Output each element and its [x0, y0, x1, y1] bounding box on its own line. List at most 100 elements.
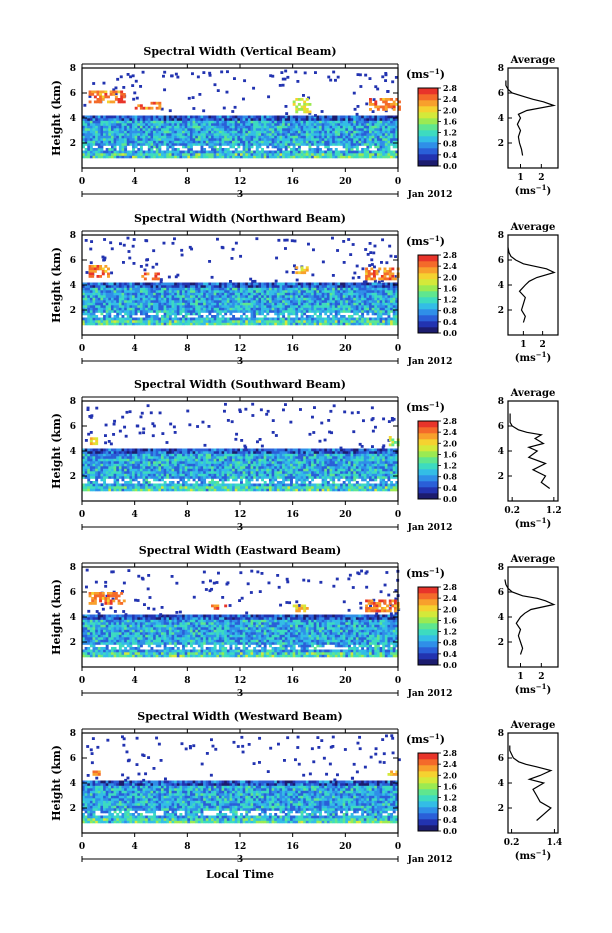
heatmap-cell [240, 141, 243, 144]
x-tick-label: 12 [234, 344, 247, 354]
heatmap-cell [353, 323, 356, 326]
heatmap-cell [337, 141, 340, 144]
heatmap-cell [269, 293, 272, 296]
heatmap-cell [195, 313, 198, 316]
heatmap-cell [235, 118, 238, 121]
heatmap-cell [308, 285, 311, 288]
heatmap-cell [222, 116, 225, 119]
heatmap-cell [224, 138, 227, 141]
heatmap-cell [298, 151, 301, 154]
avg-y-tick-label: 4 [498, 114, 504, 124]
heatmap-cell [261, 295, 264, 298]
heatmap-cell [227, 143, 230, 146]
heatmap-cell [245, 290, 248, 293]
heatmap-cell [203, 126, 206, 129]
heatmap-cell [366, 313, 369, 316]
heatmap-cell [127, 133, 130, 136]
heatmap-cell [153, 121, 156, 124]
heatmap-cell [377, 308, 380, 311]
heatmap-cell [114, 481, 117, 484]
heatmap-cell [161, 151, 164, 154]
heatmap-cell [179, 303, 182, 306]
heatmap-cell [237, 290, 240, 293]
heatmap-cell [293, 153, 296, 156]
heatmap-cell [201, 141, 204, 144]
heatmap-cell [272, 143, 275, 146]
heatmap-cell [137, 456, 140, 459]
heatmap-cell [193, 300, 196, 303]
heatmap-cell [85, 489, 88, 492]
patch-cell [385, 108, 388, 111]
heatmap-cell [222, 148, 225, 151]
heatmap-cell [372, 131, 375, 134]
heatmap-cell [198, 295, 201, 298]
heatmap-cell [237, 300, 240, 303]
heatmap-cell [240, 295, 243, 298]
heatmap-cell [90, 466, 93, 469]
heatmap-cell [129, 121, 132, 124]
heatmap-cell [224, 318, 227, 321]
heatmap-cell [132, 451, 135, 454]
heatmap-cell [356, 128, 359, 131]
heatmap-cell [224, 136, 227, 139]
heatmap-cell [272, 156, 275, 159]
heatmap-cell [95, 481, 98, 484]
heatmap-cell [187, 136, 190, 139]
heatmap-cell [361, 148, 364, 151]
heatmap-cell [111, 320, 114, 323]
heatmap-cell [277, 138, 280, 141]
heatmap-cell [87, 456, 90, 459]
heatmap-cell [216, 303, 219, 306]
heatmap-cell [156, 146, 159, 149]
heatmap-cell [111, 133, 114, 136]
heatmap-cell [298, 133, 301, 136]
heatmap-cell [237, 141, 240, 144]
heatmap-cell [103, 466, 106, 469]
heatmap-cell [382, 118, 385, 121]
heatmap-cell [348, 283, 351, 286]
heatmap-cell [266, 308, 269, 311]
heatmap-cell [393, 290, 396, 293]
heatmap-cell [282, 151, 285, 154]
patch-cell [99, 275, 102, 278]
heatmap-cell [106, 461, 109, 464]
sparse-echo [234, 106, 237, 109]
heatmap-cell [148, 303, 151, 306]
heatmap-cell [127, 481, 130, 484]
heatmap-cell [198, 136, 201, 139]
heatmap-cell [140, 484, 143, 487]
heatmap-cell [301, 305, 304, 308]
heatmap-cell [258, 128, 261, 131]
heatmap-cell [348, 305, 351, 308]
heatmap-cell [203, 141, 206, 144]
heatmap-cell [337, 116, 340, 119]
heatmap-cell [364, 148, 367, 151]
heatmap-cell [235, 141, 238, 144]
heatmap-cell [201, 151, 204, 154]
heatmap-cell [290, 148, 293, 151]
heatmap-cell [298, 141, 301, 144]
heatmap-cell [140, 469, 143, 472]
sparse-echo [111, 247, 114, 250]
heatmap-cell [93, 290, 96, 293]
heatmap-cell [85, 128, 88, 131]
heatmap-cell [377, 118, 380, 121]
heatmap-cell [87, 123, 90, 126]
heatmap-cell [211, 116, 214, 119]
heatmap-cell [380, 300, 383, 303]
heatmap-cell [206, 320, 209, 323]
heatmap-cell [232, 126, 235, 129]
heatmap-cell [106, 486, 109, 489]
heatmap-cell [124, 476, 127, 479]
heatmap-cell [245, 153, 248, 156]
heatmap-cell [150, 449, 153, 452]
heatmap-cell [208, 121, 211, 124]
heatmap-cell [156, 461, 159, 464]
heatmap-cell [243, 121, 246, 124]
heatmap-cell [359, 136, 362, 139]
heatmap-cell [98, 469, 101, 472]
heatmap-cell [161, 323, 164, 326]
heatmap-cell [108, 123, 111, 126]
heatmap-cell [103, 310, 106, 313]
heatmap-cell [324, 116, 327, 119]
